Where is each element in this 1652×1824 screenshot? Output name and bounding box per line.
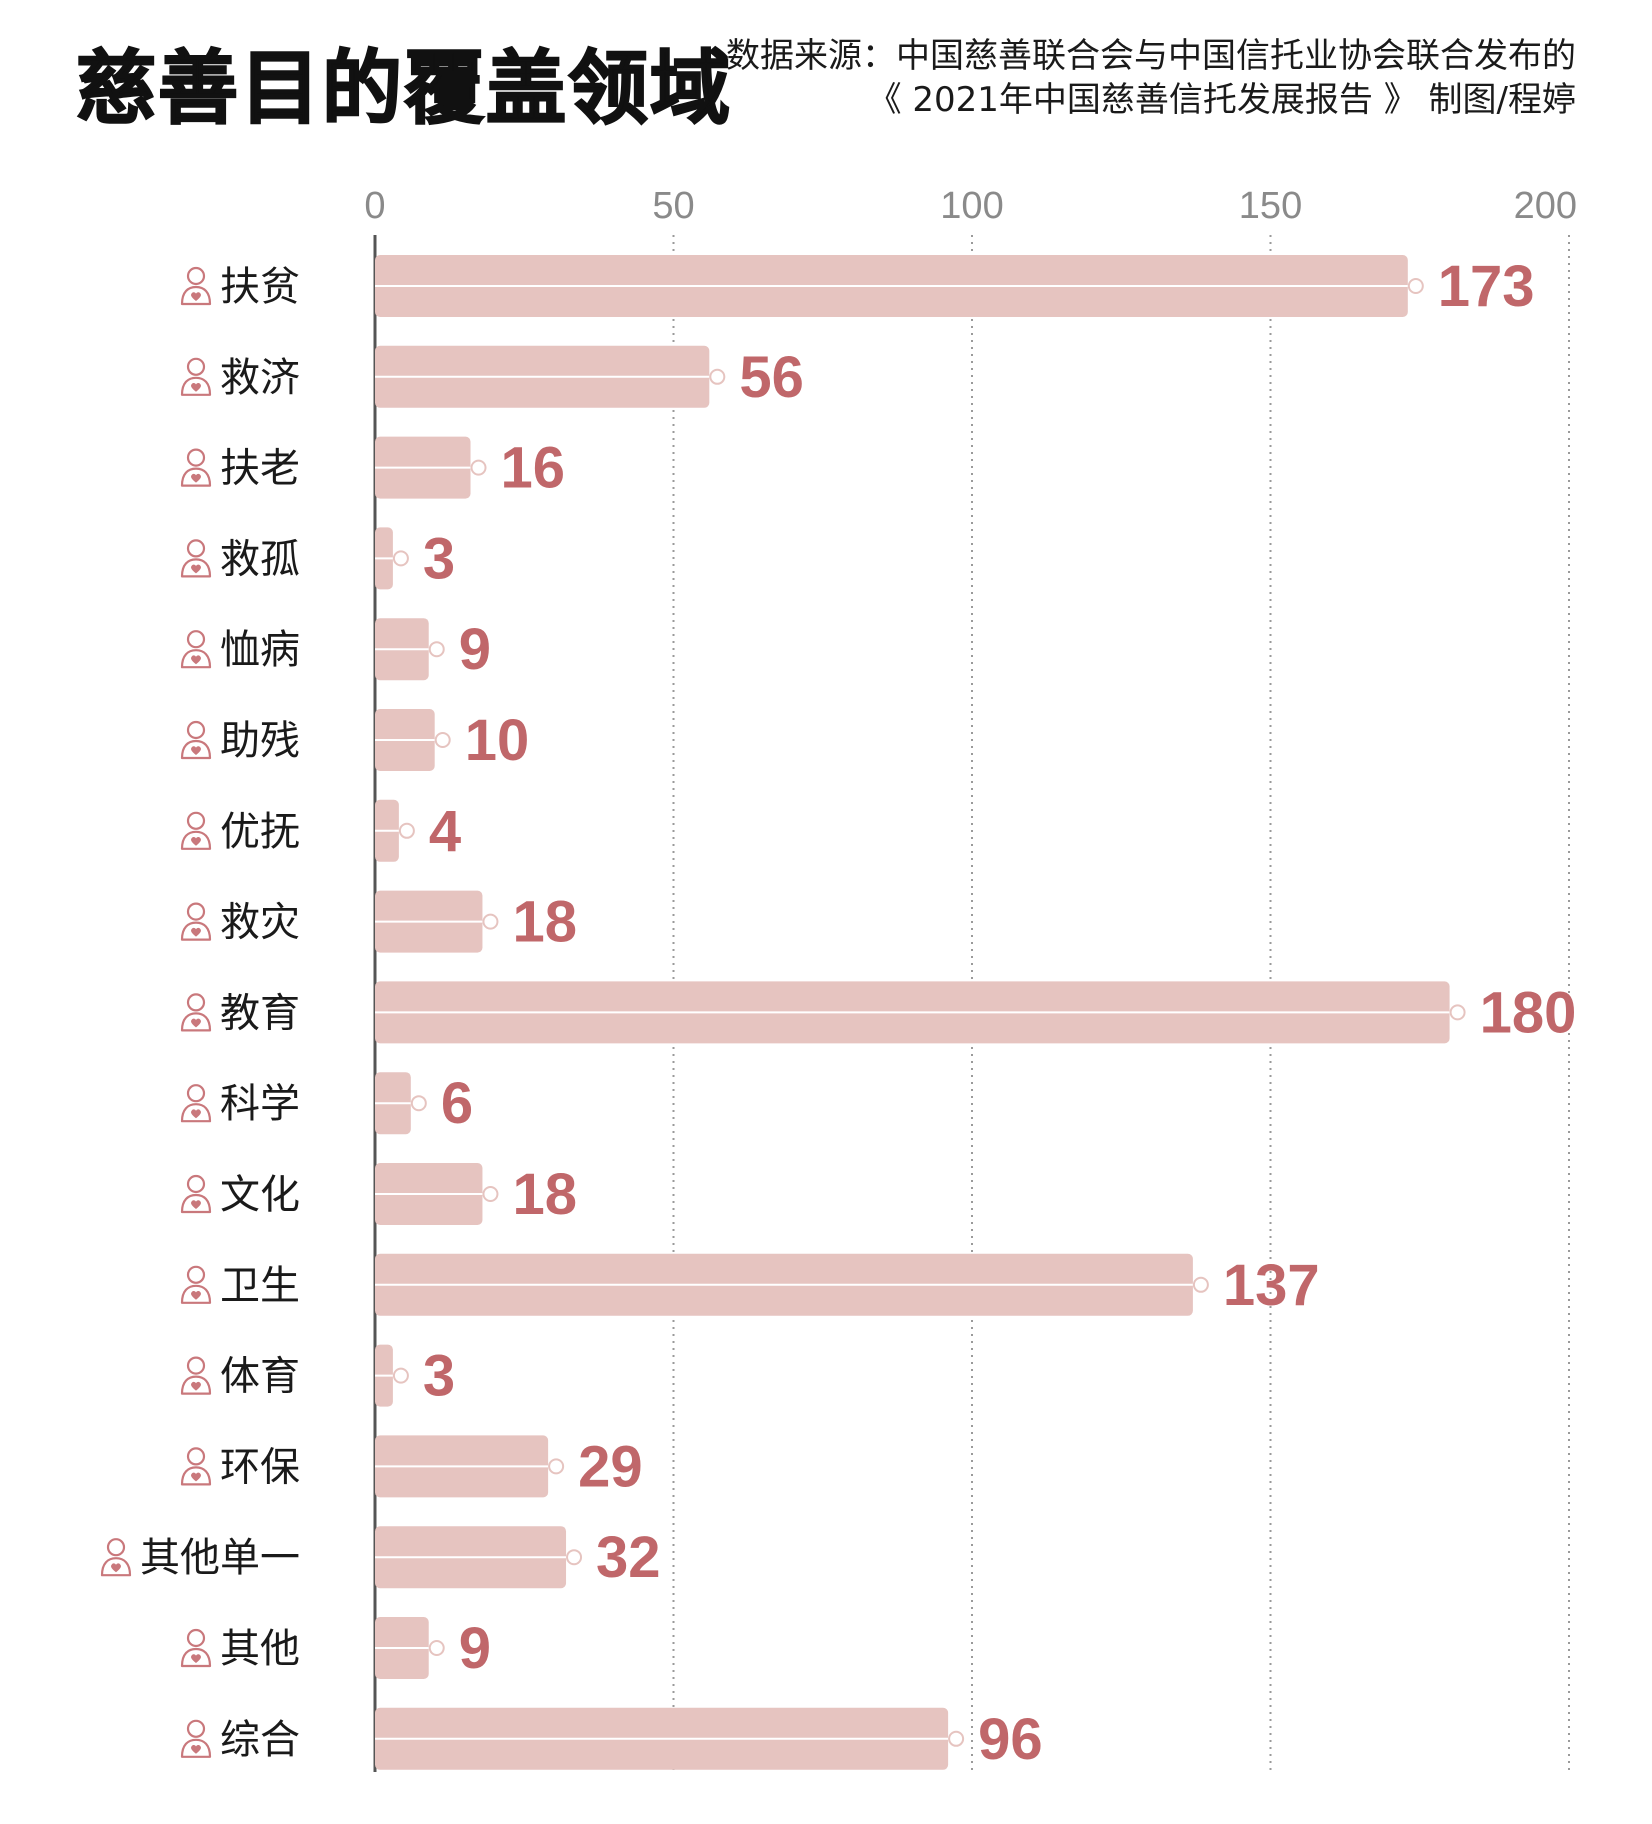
value-label: 4	[429, 799, 461, 864]
person-heart-icon	[180, 448, 212, 487]
category-label: 卫生	[220, 1263, 300, 1309]
value-label: 173	[1438, 254, 1535, 319]
person-heart-icon	[180, 1628, 212, 1668]
person-heart-icon	[180, 1265, 212, 1304]
category-label: 环保	[220, 1444, 300, 1490]
bar-row: 3 体育	[180, 1344, 455, 1409]
person-heart-icon	[180, 1719, 212, 1758]
category-label: 救灾	[220, 900, 300, 946]
value-label: 29	[578, 1434, 643, 1499]
source-line-1: 数据来源：中国慈善联合会与中国信托业协会联合发布的	[726, 36, 1576, 76]
bar-end-marker	[410, 1095, 427, 1112]
value-label: 96	[978, 1707, 1043, 1772]
value-label: 180	[1480, 980, 1577, 1045]
bar-row: 32 其他单一	[100, 1525, 661, 1590]
person-heart-icon	[180, 630, 212, 669]
person-heart-icon	[180, 720, 212, 760]
bar-end-marker	[709, 368, 726, 385]
value-label: 6	[441, 1071, 473, 1136]
bar-row: 56 救济	[180, 345, 804, 410]
bar-row: 6 科学	[180, 1071, 473, 1136]
bar-end-marker	[434, 732, 451, 748]
bar-end-marker	[948, 1730, 965, 1747]
bar-end-marker	[566, 1549, 583, 1566]
person-heart-icon	[180, 1356, 212, 1395]
bar-row: 18 文化	[180, 1162, 577, 1227]
category-label: 科学	[220, 1081, 300, 1127]
bar-end-marker	[428, 1640, 445, 1656]
value-label: 56	[739, 345, 804, 410]
bar-row: 29 环保	[180, 1434, 643, 1499]
value-label: 16	[501, 436, 566, 501]
category-label: 综合	[220, 1717, 300, 1763]
person-heart-icon	[180, 1174, 212, 1214]
value-label: 18	[512, 890, 577, 955]
value-label: 18	[512, 1162, 577, 1227]
bar-row: 3 救孤	[180, 526, 455, 591]
person-heart-icon	[180, 1084, 212, 1123]
x-tick-label: 200	[1514, 185, 1577, 227]
x-tick-label: 0	[364, 185, 385, 227]
bar-row: 9 恤病	[180, 617, 491, 682]
bar-row: 10 助残	[180, 708, 530, 773]
category-label: 扶老	[220, 446, 300, 492]
value-label: 32	[596, 1525, 661, 1590]
x-tick-label: 50	[652, 185, 694, 227]
person-heart-icon	[180, 266, 212, 306]
person-heart-icon	[180, 539, 212, 578]
category-label: 其他单一	[140, 1535, 300, 1581]
bar-end-marker	[482, 913, 499, 930]
bar-end-marker	[392, 1367, 409, 1384]
category-label: 教育	[220, 990, 300, 1036]
bar-end-marker	[1192, 1276, 1209, 1293]
bar-end-marker	[1449, 1004, 1466, 1021]
person-heart-icon	[180, 993, 212, 1032]
person-heart-icon	[180, 811, 212, 850]
bar-end-marker	[428, 641, 445, 658]
bar-row: 18 救灾	[180, 890, 577, 955]
x-tick-label: 100	[940, 185, 1003, 227]
bar-end-marker	[398, 822, 415, 839]
bar-row: 137 卫生	[180, 1253, 1320, 1318]
person-heart-icon	[180, 902, 212, 941]
bar-row: 4 优抚	[180, 799, 461, 864]
bar-end-marker	[482, 1186, 499, 1202]
source-line-2: 《 2021年中国慈善信托发展报告 》 制图/程婷	[867, 80, 1576, 120]
bar-end-marker	[392, 550, 409, 567]
bar-row: 9 其他	[180, 1616, 491, 1681]
value-label: 10	[465, 708, 530, 773]
category-label: 恤病	[220, 627, 300, 673]
bar-row: 180 教育	[180, 980, 1577, 1045]
category-label: 扶贫	[220, 264, 300, 310]
value-label: 3	[423, 1344, 455, 1409]
bar-end-marker	[548, 1458, 565, 1475]
value-label: 137	[1223, 1253, 1320, 1318]
person-heart-icon	[180, 357, 212, 396]
category-label: 文化	[220, 1172, 300, 1218]
category-label: 其他	[220, 1626, 300, 1672]
bar-row: 96 综合	[180, 1707, 1043, 1772]
bar-row: 16 扶老	[180, 436, 566, 501]
category-label: 助残	[220, 718, 300, 764]
category-label: 体育	[220, 1354, 300, 1400]
person-heart-icon	[100, 1538, 132, 1577]
bar-end-marker	[470, 459, 487, 476]
value-label: 9	[459, 1616, 491, 1681]
person-heart-icon	[180, 1447, 212, 1486]
category-label: 优抚	[220, 809, 300, 855]
value-label: 9	[459, 617, 491, 682]
category-label: 救孤	[220, 536, 300, 582]
category-label: 救济	[220, 355, 300, 401]
value-label: 3	[423, 526, 455, 591]
bar-row: 173 扶贫	[180, 254, 1535, 319]
x-tick-label: 150	[1239, 185, 1302, 227]
bar-end-marker	[1407, 278, 1424, 294]
page-title: 慈善目的覆盖领域	[75, 41, 732, 136]
data-source-note: 数据来源：中国慈善联合会与中国信托业协会联合发布的 《 2021年中国慈善信托发…	[576, 34, 1576, 122]
